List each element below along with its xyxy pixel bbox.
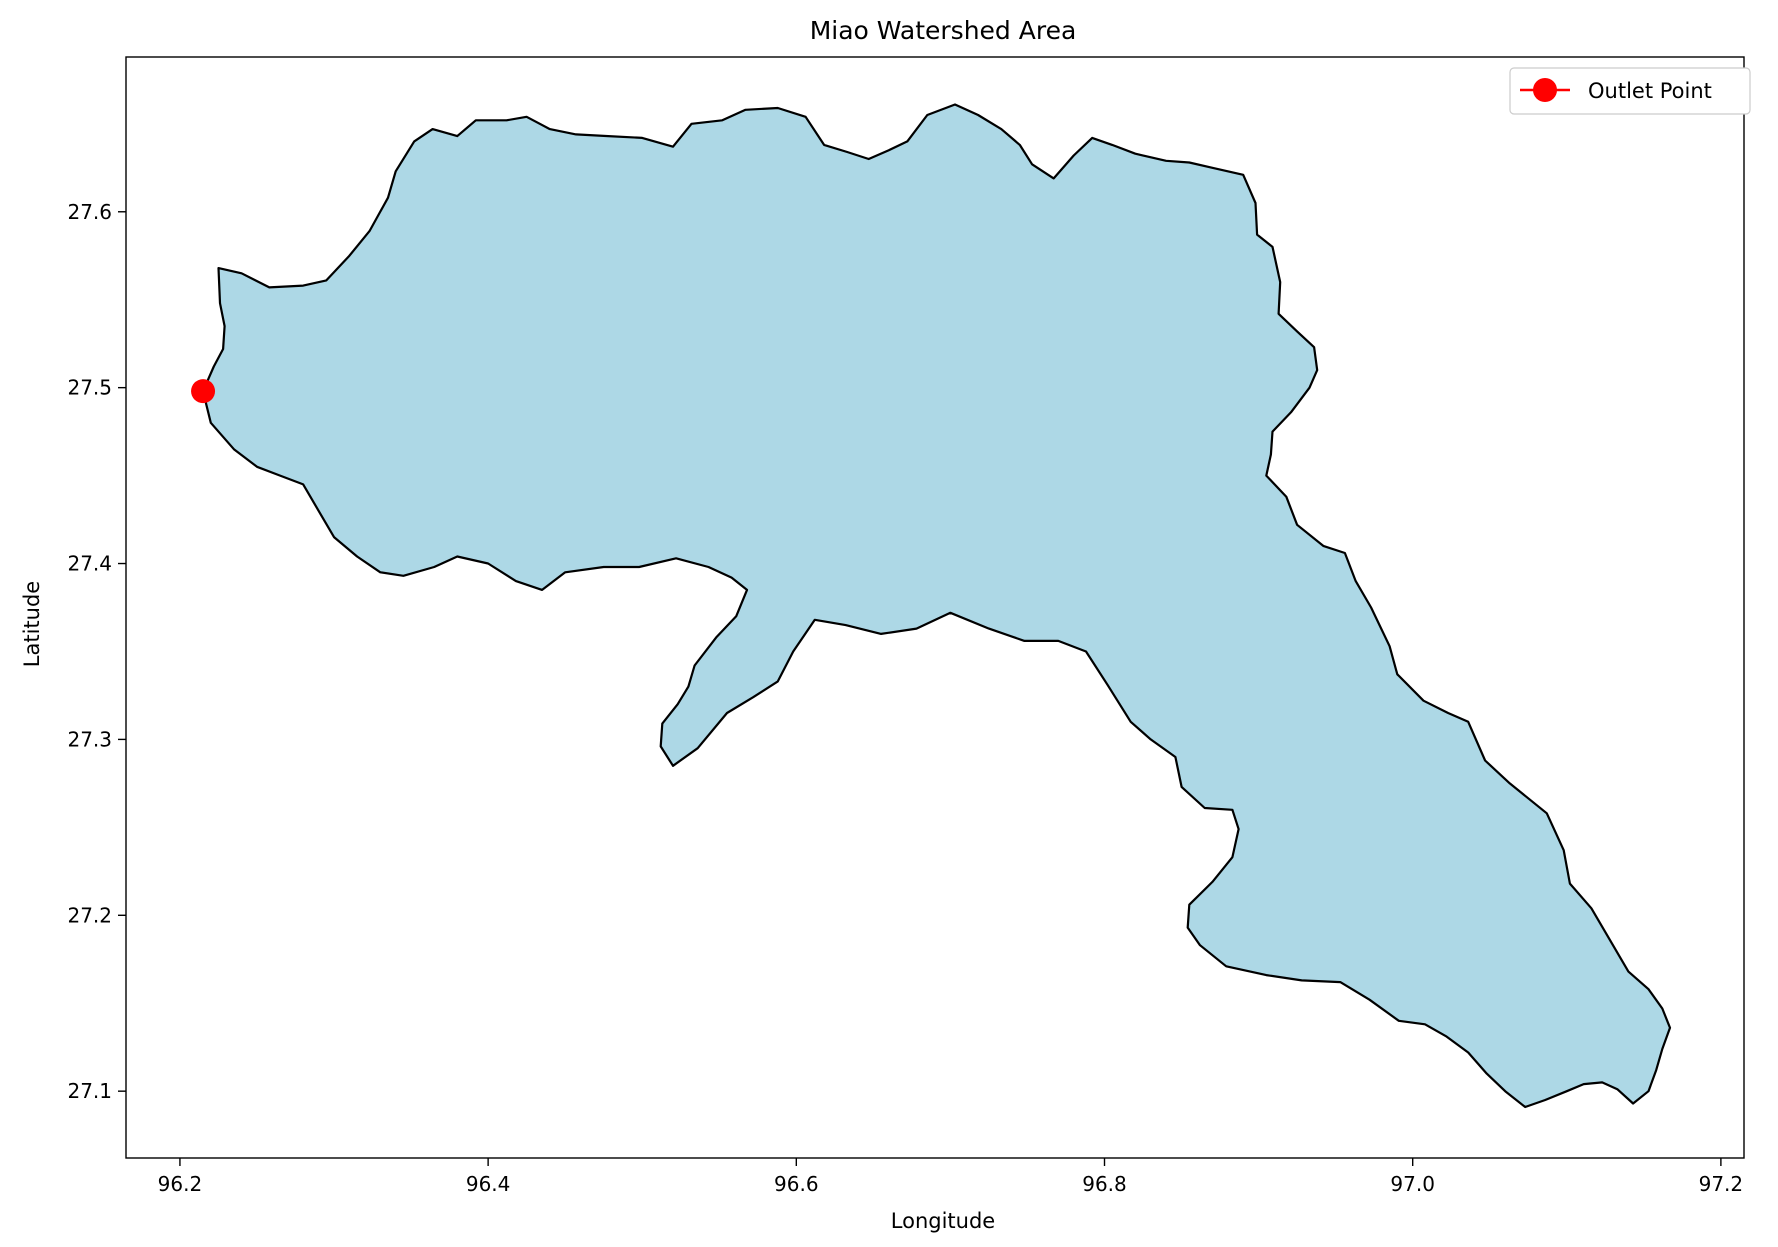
legend-label-outlet-point: Outlet Point — [1588, 79, 1712, 103]
y-tick-label: 27.5 — [67, 376, 112, 400]
y-tick-label: 27.2 — [67, 903, 112, 927]
axes-area: 96.2 96.4 96.6 96.8 97.0 97.2 27.1 27.2 27.3 27.4… — [67, 56, 1745, 1196]
y-tick-label: 27.4 — [67, 552, 112, 576]
x-tick-label: 96.6 — [774, 1172, 819, 1196]
x-tick-label: 97.2 — [1699, 1172, 1744, 1196]
legend-box — [1509, 67, 1751, 115]
y-axis-label: Latitude — [20, 581, 44, 667]
x-axis-label: Longitude — [891, 1209, 995, 1233]
x-tick-label: 96.8 — [1082, 1172, 1127, 1196]
outlet-point-marker — [191, 379, 216, 404]
legend-marker — [1533, 78, 1557, 102]
x-tick-label: 96.2 — [158, 1172, 203, 1196]
legend: Outlet Point — [1509, 67, 1751, 115]
y-tick-label: 27.6 — [67, 200, 112, 224]
x-tick-label: 97.0 — [1390, 1172, 1435, 1196]
chart-title: Miao Watershed Area — [810, 16, 1077, 45]
y-tick-label: 27.3 — [67, 727, 112, 751]
watershed-polygon — [201, 103, 1672, 1109]
x-tick-label: 96.4 — [466, 1172, 511, 1196]
axes-frame — [125, 56, 1745, 1159]
y-tick-label: 27.1 — [67, 1079, 112, 1103]
